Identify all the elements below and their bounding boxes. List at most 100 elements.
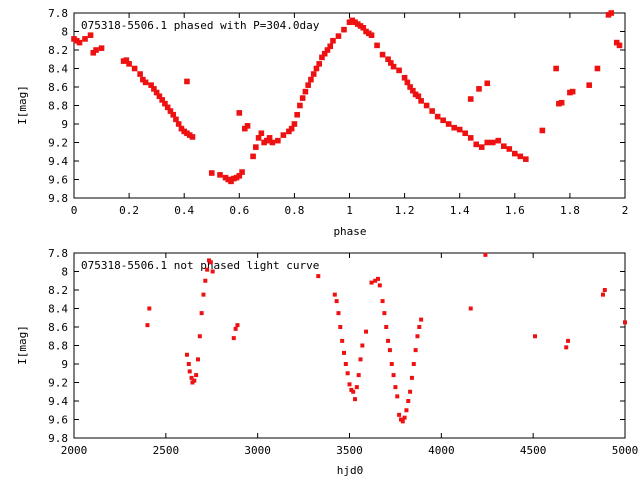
phased-data-point bbox=[123, 57, 130, 63]
unphased-data-point bbox=[203, 278, 208, 283]
phased-data-point bbox=[310, 71, 317, 77]
phased-data-point bbox=[553, 65, 559, 72]
phased-data-point bbox=[321, 50, 328, 57]
phased-y-ticks: 7.8 8 8.2 8.4 8.6 8.8 9 9.2 9.4 9.6 9.8 bbox=[48, 7, 625, 205]
unphased-data-point bbox=[404, 408, 409, 413]
unphased-data-point bbox=[194, 373, 199, 378]
phased-data-point bbox=[299, 95, 306, 101]
phased-data-point bbox=[429, 108, 435, 114]
unphased-data-point bbox=[147, 306, 152, 311]
phased-data-point bbox=[266, 135, 273, 141]
phased-data-point bbox=[473, 141, 480, 148]
phased-data-point bbox=[489, 139, 496, 146]
phased-data-point bbox=[302, 88, 309, 95]
unphased-data-point bbox=[391, 373, 396, 378]
unphased-y-ticks: 7.8 8 8.2 8.4 8.6 8.8 9 9.2 9.4 9.6 9.8 bbox=[48, 247, 625, 445]
unphased-data-point bbox=[402, 415, 407, 420]
phased-data-point bbox=[415, 93, 422, 100]
unphased-data-point bbox=[411, 362, 416, 366]
phased-data-point bbox=[341, 26, 347, 33]
unphased-data-points bbox=[145, 252, 627, 424]
phased-data-points bbox=[71, 10, 623, 185]
unphased-data-point bbox=[197, 334, 202, 339]
unphased-data-point bbox=[377, 283, 382, 288]
phased-data-point bbox=[170, 111, 176, 118]
unphased-data-point bbox=[205, 267, 210, 272]
unphased-data-point bbox=[623, 320, 627, 325]
phased-data-point bbox=[478, 144, 485, 150]
unphased-y-tick-label: 8.2 bbox=[48, 284, 68, 297]
unphased-data-point bbox=[231, 336, 236, 341]
phased-data-point bbox=[126, 61, 132, 67]
phased-data-point bbox=[558, 99, 565, 106]
unphased-data-point bbox=[338, 325, 343, 329]
phased-data-point bbox=[440, 117, 446, 124]
phased-data-point bbox=[404, 79, 411, 86]
unphased-data-point bbox=[602, 288, 607, 292]
phased-data-point bbox=[288, 125, 295, 132]
phased-data-point bbox=[616, 42, 623, 49]
phased-data-point bbox=[523, 156, 529, 162]
phased-data-point bbox=[385, 56, 391, 63]
phased-data-point bbox=[142, 79, 149, 86]
unphased-data-point bbox=[417, 325, 422, 329]
phased-y-axis-label: I[mag] bbox=[16, 85, 29, 125]
unphased-data-point bbox=[384, 325, 389, 329]
phased-data-point bbox=[308, 76, 314, 83]
phased-x-ticks: 0 0.2 0.4 0.6 0.8 1 1.2 1.4 1.6 1.8 2 bbox=[71, 13, 628, 217]
phased-data-point bbox=[456, 126, 463, 133]
unphased-data-point bbox=[347, 382, 352, 387]
phased-data-point bbox=[476, 86, 482, 92]
unphased-data-point bbox=[360, 343, 365, 348]
unphased-data-point bbox=[387, 348, 392, 353]
phased-data-point bbox=[175, 121, 182, 127]
unphased-plot-frame bbox=[73, 252, 626, 439]
phased-data-point bbox=[164, 104, 171, 111]
phased-data-point bbox=[484, 139, 491, 146]
phased-x-tick-label: 1.2 bbox=[395, 204, 415, 217]
unphased-data-point bbox=[566, 338, 571, 343]
phased-x-tick-label: 0.4 bbox=[174, 204, 194, 217]
phased-data-point bbox=[451, 124, 457, 131]
phased-data-point bbox=[313, 65, 320, 72]
unphased-y-tick-label: 7.8 bbox=[48, 247, 68, 260]
unphased-x-tick-label: 3500 bbox=[336, 444, 363, 457]
unphased-data-point bbox=[409, 375, 414, 380]
unphased-data-point bbox=[187, 369, 192, 374]
unphased-data-point bbox=[341, 350, 346, 355]
phased-data-point bbox=[159, 97, 165, 103]
phased-data-point bbox=[407, 84, 413, 90]
unphased-data-point bbox=[351, 389, 356, 394]
phased-y-tick-label: 8.6 bbox=[48, 81, 68, 94]
phased-data-point bbox=[500, 143, 507, 149]
phased-data-point bbox=[434, 113, 441, 120]
unphased-data-point bbox=[233, 326, 238, 331]
unphased-data-point bbox=[186, 362, 191, 366]
unphased-y-axis-label: I[mag] bbox=[16, 325, 29, 365]
unphased-data-point bbox=[382, 311, 387, 316]
phased-data-point bbox=[506, 146, 513, 152]
phased-data-point bbox=[93, 47, 99, 53]
phased-panel: 075318-5506.1 phased with P=304.0day pha… bbox=[16, 7, 628, 238]
phased-x-tick-label: 1.4 bbox=[450, 204, 470, 217]
phased-data-point bbox=[586, 82, 592, 88]
phased-data-point bbox=[423, 102, 430, 109]
unphased-data-point bbox=[600, 292, 605, 297]
phased-data-point bbox=[297, 102, 303, 109]
phased-plot-frame bbox=[73, 12, 626, 199]
phased-data-point bbox=[294, 111, 300, 118]
phased-data-point bbox=[167, 108, 174, 114]
phased-data-point bbox=[316, 61, 322, 67]
unphased-data-point bbox=[145, 323, 150, 328]
phased-y-tick-label: 8 bbox=[61, 26, 68, 39]
phased-data-point bbox=[512, 150, 518, 157]
phased-y-tick-label: 9.8 bbox=[48, 192, 68, 205]
unphased-data-point bbox=[369, 280, 374, 285]
phased-data-point bbox=[467, 96, 474, 102]
unphased-data-point bbox=[395, 394, 400, 399]
unphased-data-point bbox=[389, 362, 394, 366]
unphased-data-point bbox=[210, 269, 215, 274]
phased-data-point bbox=[374, 42, 380, 49]
unphased-data-point bbox=[400, 419, 405, 424]
